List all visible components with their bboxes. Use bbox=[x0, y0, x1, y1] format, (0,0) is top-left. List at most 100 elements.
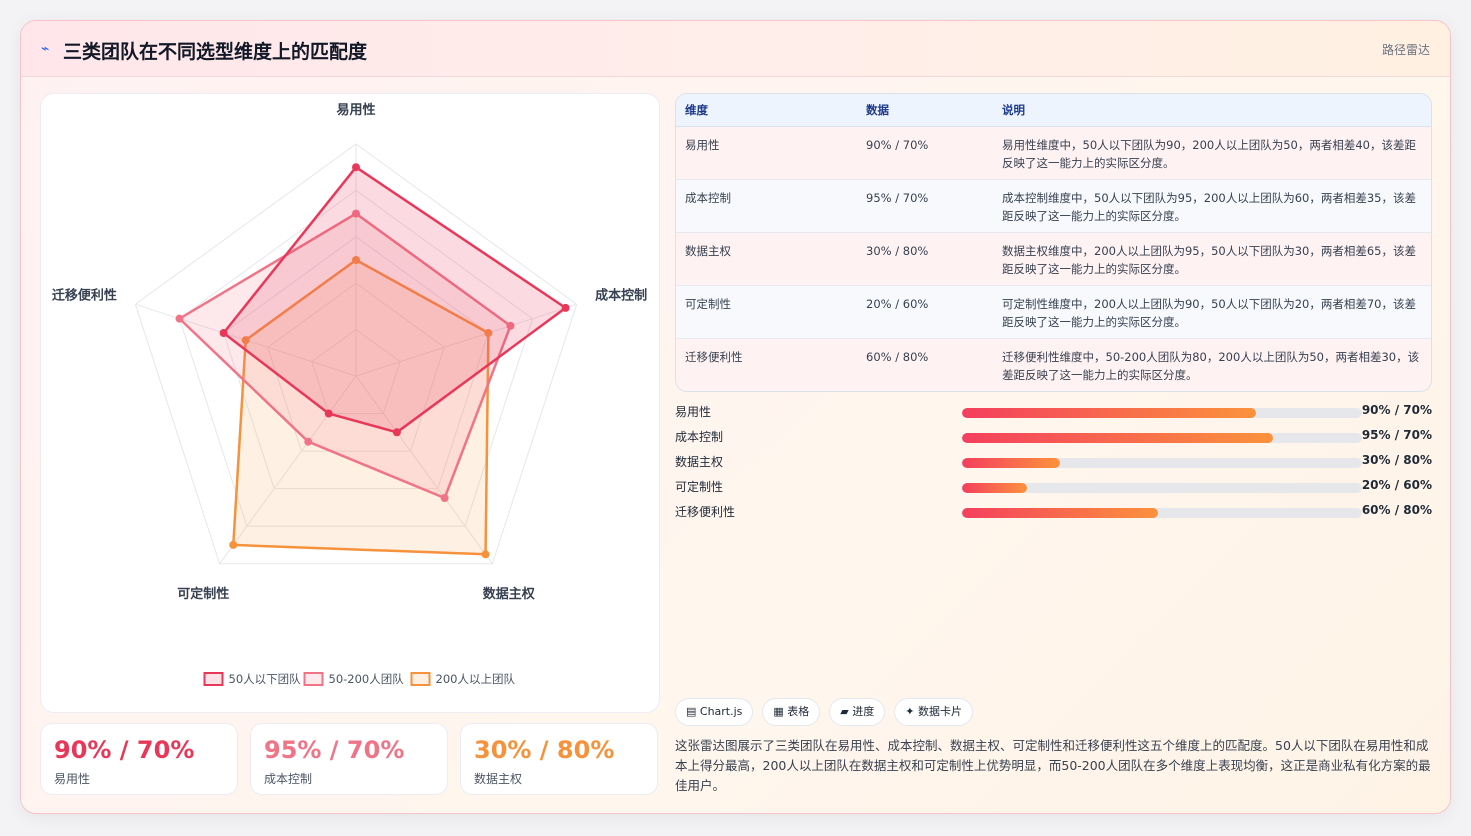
legend-label: 50-200人团队 bbox=[329, 672, 405, 686]
progress-row: 可定制性 20% / 60% bbox=[675, 478, 1432, 496]
radar-axis-label: 成本控制 bbox=[595, 288, 647, 304]
stat-value: 90% / 70% bbox=[54, 736, 195, 764]
progress-track bbox=[962, 433, 1362, 443]
stat-value: 30% / 80% bbox=[474, 736, 615, 764]
legend-swatch bbox=[303, 672, 324, 686]
radar-grid-ring bbox=[178, 189, 534, 527]
table-cell: 95% / 70% bbox=[857, 179, 993, 233]
radar-data-point bbox=[481, 550, 490, 559]
table-cell: 易用性 bbox=[676, 126, 857, 180]
radar-data-point bbox=[392, 428, 401, 437]
stat-card-sovereignty: 30% / 80% 数据主权 bbox=[460, 723, 658, 795]
radar-spoke bbox=[219, 375, 357, 564]
progress-fill bbox=[962, 458, 1060, 468]
radar-series-area bbox=[232, 258, 490, 556]
progress-fill bbox=[962, 483, 1028, 493]
table-cell: 迁移便利性维度中，50-200人团队为80，200人以上团队为50，两者相差30… bbox=[993, 338, 1431, 391]
legend-label: 50人以下团队 bbox=[229, 672, 302, 686]
col-header-dimension: 维度 bbox=[676, 94, 857, 127]
radar-data-point bbox=[324, 409, 333, 418]
chip-data-card[interactable]: ✦ 数据卡片 bbox=[894, 698, 973, 726]
radar-series-area bbox=[222, 165, 567, 434]
progress-label: 可定制性 bbox=[675, 480, 724, 494]
radar-axis-label: 易用性 bbox=[336, 102, 375, 118]
progress-track bbox=[962, 458, 1362, 468]
table-row: 数据主权 30% / 80% 数据主权维度中，200人以上团队为95，50人以下… bbox=[676, 232, 1431, 286]
radar-data-point bbox=[241, 336, 250, 345]
table-cell: 成本控制维度中，50人以下团队为95，200人以上团队为60，两者相差35，该差… bbox=[993, 179, 1431, 233]
progress-row: 易用性 90% / 70% bbox=[675, 403, 1432, 421]
radar-grid-ring bbox=[223, 236, 489, 490]
progress-value: 95% / 70% bbox=[1361, 428, 1432, 442]
radar-data-point bbox=[304, 437, 313, 446]
stat-label: 易用性 bbox=[54, 772, 91, 786]
radar-data-point bbox=[352, 163, 360, 172]
table-cell: 30% / 80% bbox=[857, 232, 993, 286]
progress-value: 20% / 60% bbox=[1361, 478, 1432, 492]
progress-row: 迁移便利性 60% / 80% bbox=[675, 503, 1432, 521]
table-cell: 可定制性维度中，200人以上团队为90，50人以下团队为20，两者相差70，该差… bbox=[993, 285, 1431, 339]
summary-text: 这张雷达图展示了三类团队在易用性、成本控制、数据主权、可定制性和迁移便利性这五个… bbox=[675, 738, 1431, 793]
progress-value: 60% / 80% bbox=[1361, 503, 1432, 517]
radar-grid-ring bbox=[267, 282, 445, 452]
stat-card-cost: 95% / 70% 成本控制 bbox=[250, 723, 448, 795]
radar-spoke bbox=[355, 303, 577, 377]
progress-fill bbox=[962, 508, 1158, 518]
progress-label: 迁移便利性 bbox=[675, 505, 736, 519]
table-cell: 可定制性 bbox=[676, 285, 857, 339]
progress-row: 数据主权 30% / 80% bbox=[675, 453, 1432, 471]
table-row: 可定制性 20% / 60% 可定制性维度中，200人以上团队为90，50人以下… bbox=[676, 285, 1431, 339]
radar-axis-label: 迁移便利性 bbox=[52, 288, 117, 304]
legend-swatch bbox=[410, 672, 431, 686]
col-header-data: 数据 bbox=[857, 94, 993, 127]
radar-axis-label: 可定制性 bbox=[177, 586, 229, 602]
radar-data-point bbox=[352, 256, 360, 264]
sparkle-icon: ⌁ bbox=[41, 41, 50, 57]
table-row: 易用性 90% / 70% 易用性维度中，50人以下团队为90，200人以上团队… bbox=[676, 126, 1431, 180]
stat-value: 95% / 70% bbox=[264, 736, 405, 764]
tech-chips: ▤ Chart.js ▦ 表格 ▰ 进度 ✦ 数据卡片 bbox=[675, 698, 973, 726]
table-cell: 90% / 70% bbox=[857, 126, 993, 180]
chip-progress[interactable]: ▰ 进度 bbox=[829, 698, 886, 726]
radar-grid-ring bbox=[134, 143, 578, 565]
page-title: 三类团队在不同选型维度上的匹配度 bbox=[63, 41, 368, 63]
table-cell: 成本控制 bbox=[676, 179, 857, 233]
col-header-description: 说明 bbox=[993, 94, 1431, 127]
chip-chartjs[interactable]: ▤ Chart.js bbox=[675, 698, 754, 726]
chip-table[interactable]: ▦ 表格 bbox=[762, 698, 821, 726]
radar-data-point bbox=[506, 321, 515, 330]
stat-card-ease: 90% / 70% 易用性 bbox=[40, 723, 238, 795]
progress-value: 90% / 70% bbox=[1361, 403, 1432, 417]
legend-label: 200人以上团队 bbox=[436, 672, 516, 686]
radar-data-point bbox=[352, 209, 360, 218]
radar-data-point bbox=[175, 314, 184, 323]
table-cell: 迁移便利性 bbox=[676, 338, 857, 391]
table-cell: 数据主权维度中，200人以上团队为95，50人以下团队为30，两者相差65，该差… bbox=[993, 232, 1431, 286]
progress-track bbox=[962, 508, 1362, 518]
radar-grid-ring bbox=[311, 328, 401, 415]
progress-fill bbox=[962, 433, 1274, 443]
table-cell: 易用性维度中，50人以下团队为90，200人以上团队为50，两者相差40，该差距… bbox=[993, 126, 1431, 180]
progress-label: 数据主权 bbox=[675, 455, 724, 469]
main-card: ⌁ 三类团队在不同选型维度上的匹配度 路径雷达 易用性 成本控制 数据主权 可定制性迁… bbox=[20, 20, 1451, 814]
stat-label: 数据主权 bbox=[474, 772, 523, 786]
legend-swatch bbox=[203, 672, 224, 686]
progress-row: 成本控制 95% / 70% bbox=[675, 428, 1432, 446]
radar-axis-label: 数据主权 bbox=[483, 586, 536, 602]
radar-data-point bbox=[561, 303, 570, 312]
data-table: 维度 数据 说明 易用性 90% / 70% 易用性维度中，50人以下团队为90… bbox=[675, 93, 1432, 392]
radar-data-point bbox=[219, 328, 228, 337]
progress-value: 30% / 80% bbox=[1361, 453, 1432, 467]
table-cell: 20% / 60% bbox=[857, 285, 993, 339]
radar-data-point bbox=[229, 540, 238, 549]
table-cell: 数据主权 bbox=[676, 232, 857, 286]
card-header: ⌁ 三类团队在不同选型维度上的匹配度 路径雷达 bbox=[21, 21, 1450, 77]
radar-spoke bbox=[355, 375, 493, 564]
progress-label: 成本控制 bbox=[675, 430, 724, 444]
progress-track bbox=[962, 483, 1362, 493]
header-tag: 路径雷达 bbox=[1381, 43, 1430, 57]
progress-bars: 易用性 90% / 70% 成本控制 95% / 70% 数据主权 30% / … bbox=[675, 403, 1432, 533]
progress-fill bbox=[962, 408, 1256, 418]
progress-label: 易用性 bbox=[675, 405, 712, 419]
